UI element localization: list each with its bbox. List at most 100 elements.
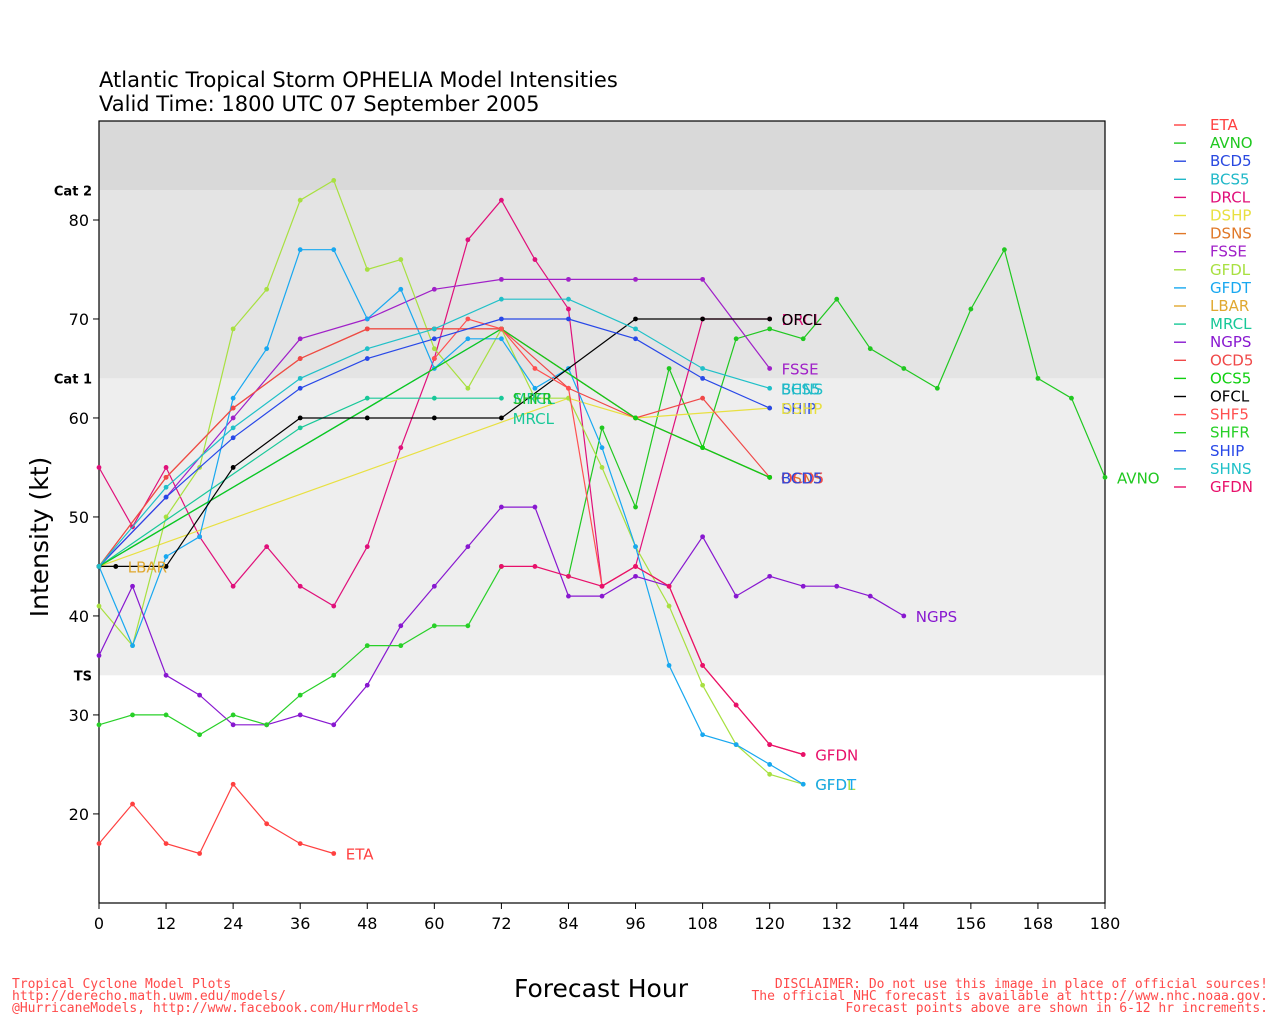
data-point (465, 544, 471, 550)
end-label-shns: SHNS (782, 380, 824, 398)
band-ts (99, 378, 1105, 676)
end-label-mrcl: MRCL (513, 390, 555, 408)
data-point (297, 415, 303, 421)
y-tick-label: 50 (69, 508, 89, 527)
legend-entry-ocs5: OCS5 (1210, 369, 1251, 387)
data-point (566, 316, 571, 322)
data-point (230, 425, 236, 431)
data-point (230, 722, 236, 728)
data-point (968, 306, 974, 312)
data-point (264, 346, 270, 352)
data-point (633, 504, 638, 510)
data-point (230, 435, 236, 441)
data-point (431, 583, 437, 589)
footer-right-line2: The official NHC forecast is available a… (751, 989, 1268, 1004)
data-point (197, 692, 203, 698)
end-label-drcl: DRCL (782, 311, 823, 329)
end-label-fsse: FSSE (782, 360, 819, 378)
data-point (331, 851, 337, 856)
data-point (767, 326, 773, 332)
data-point (331, 672, 337, 678)
category-label: Cat 2 (54, 184, 92, 199)
end-label-ngps: NGPS (916, 608, 957, 626)
data-point (532, 366, 538, 371)
data-point (230, 405, 236, 411)
plot-border (98, 120, 1106, 904)
data-point (700, 395, 705, 401)
series-line-gfdn (501, 565, 804, 756)
data-point (666, 603, 672, 609)
data-point (465, 237, 471, 243)
x-tick-label: 96 (625, 914, 645, 933)
data-point (700, 445, 705, 451)
data-point (633, 336, 638, 342)
data-point (197, 732, 203, 738)
data-point (499, 316, 504, 322)
data-point (230, 583, 236, 589)
series-label-dsns: DSNS (781, 469, 823, 487)
data-point (264, 722, 270, 728)
data-point (230, 395, 236, 401)
plot-frame (98, 120, 1106, 904)
data-point (532, 504, 538, 510)
data-point (230, 415, 236, 421)
data-point (599, 583, 605, 589)
data-point (264, 821, 270, 827)
x-tick-label: 36 (290, 914, 310, 933)
data-point (633, 316, 638, 322)
end-label-gfdn: GFDN (815, 747, 858, 765)
data-point (364, 316, 370, 322)
data-point (364, 544, 370, 550)
data-point (767, 474, 773, 480)
x-tick-label: 24 (223, 914, 243, 933)
x-tick-label: 168 (1023, 914, 1054, 933)
series-label-dshp: DSHP (781, 400, 822, 418)
data-point (130, 801, 135, 807)
data-point (163, 672, 169, 678)
legend-entry-shf5: SHF5 (1210, 406, 1249, 424)
data-point (499, 296, 504, 302)
legend-entry-ofcl: OFCL (1210, 388, 1250, 406)
data-point (700, 682, 705, 688)
data-point (297, 197, 303, 203)
y-tick-label: 40 (69, 607, 89, 626)
legend-entry-fsse: FSSE (1210, 243, 1247, 261)
legend-entry-ocd5: OCD5 (1210, 351, 1253, 369)
data-point (599, 445, 605, 451)
end-label-avno: AVNO (1117, 469, 1160, 487)
legend-entry-ship: SHIP (1210, 442, 1244, 460)
legend-entry-shns: SHNS (1210, 460, 1252, 478)
series-gfdn (499, 564, 806, 757)
data-point (163, 494, 169, 500)
x-tick-label: 72 (491, 914, 511, 933)
data-point (733, 742, 739, 748)
data-point (163, 514, 169, 520)
series-gfdt (96, 247, 806, 787)
legend-entry-dsns: DSNS (1210, 225, 1252, 243)
data-point (599, 425, 605, 431)
data-point (767, 573, 773, 579)
data-point (230, 712, 236, 718)
data-point (633, 564, 638, 569)
series-label-bcd5: BCD5 (781, 469, 823, 487)
data-point (566, 593, 571, 599)
x-tick-label: 48 (357, 914, 377, 933)
series-ngps (96, 504, 907, 728)
legend-entry-drcl: DRCL (1210, 188, 1251, 206)
y-tick-label: 70 (69, 310, 89, 329)
data-point (1035, 375, 1041, 381)
data-point (297, 712, 303, 718)
data-point (163, 841, 169, 847)
data-point (197, 534, 203, 540)
data-point (297, 247, 303, 253)
footer-right-line3: Forecast points above are shown in 6-12 … (845, 1001, 1268, 1016)
series-ofcl (96, 316, 773, 569)
data-point (297, 583, 303, 589)
data-point (834, 296, 840, 302)
data-point (96, 722, 102, 728)
x-tick-label: 108 (687, 914, 718, 933)
x-tick-label: 144 (889, 914, 920, 933)
end-label-ship: SHIP (782, 400, 816, 418)
